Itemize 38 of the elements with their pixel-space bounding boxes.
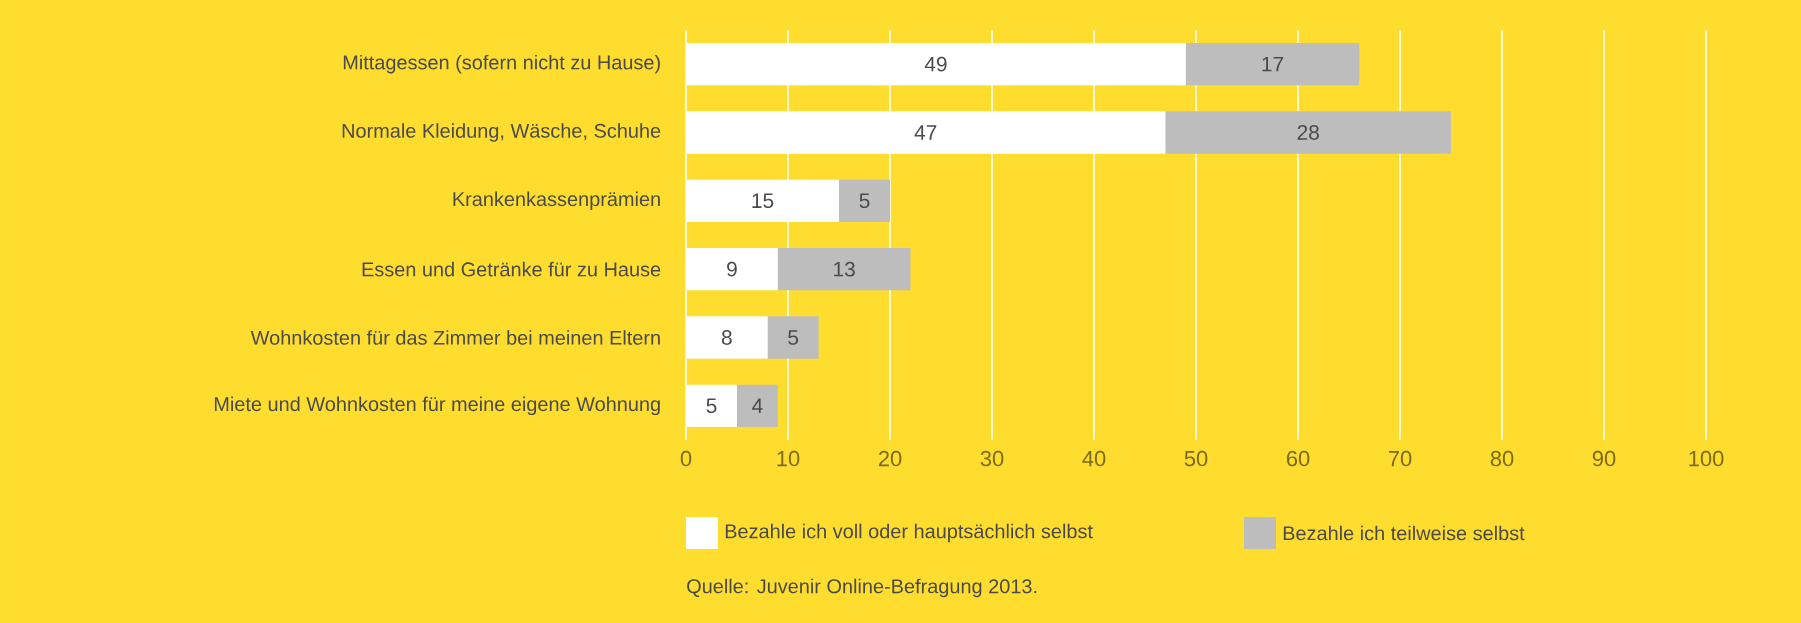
legend-label: Bezahle ich voll oder hauptsächlich selbst [725, 523, 1093, 543]
y-tick-label: Krankenkassenprämien [453, 191, 660, 211]
bar [1185, 42, 1360, 86]
x-tick-label: 20 [878, 450, 902, 467]
data-label: 49 [924, 56, 947, 72]
y-tick-label: Essen und Getränke für zu Hause [362, 261, 661, 277]
data-label: 5 [788, 330, 799, 345]
bar [737, 384, 778, 427]
data-label: 8 [721, 330, 732, 345]
x-tick-label: 90 [1592, 450, 1616, 467]
data-label: 5 [859, 193, 870, 209]
data-label: 9 [727, 261, 737, 277]
data-label: 4 [752, 398, 763, 414]
bar [1165, 111, 1452, 154]
x-tick-label: 50 [1184, 450, 1208, 467]
x-tick-label: 10 [777, 450, 800, 467]
legend-label: Bezahle ich teilweise selbst [1283, 525, 1525, 541]
y-tick-label: Mittagessen (sofern nicht zu Hause) [343, 54, 660, 74]
data-label: 5 [706, 398, 717, 414]
data-label: 28 [1297, 125, 1319, 140]
y-tick-label: Wohnkosten für das Zimmer bei meinen Eltern [250, 330, 660, 345]
data-label: 15 [752, 193, 774, 209]
y-tick-label: Normale Kleidung, Wäsche, Schuhe [342, 123, 661, 142]
bar [767, 316, 819, 359]
x-tick-label: 80 [1490, 450, 1514, 467]
source-note: Quelle: Juvenir Online-Befragung 2013. [687, 578, 1037, 598]
data-label: 47 [914, 125, 937, 140]
x-tick-label: 70 [1388, 450, 1412, 467]
bar [777, 247, 911, 291]
x-tick-label: 60 [1286, 450, 1310, 467]
data-label: 17 [1262, 56, 1284, 72]
y-tick-label: Miete und Wohnkosten für meine eigene Wohnung [214, 396, 660, 416]
x-tick-label: 40 [1082, 450, 1106, 467]
data-label: 13 [834, 261, 855, 277]
x-tick-label: 30 [980, 450, 1004, 467]
bar [839, 179, 891, 223]
x-tick-label: 100 [1689, 450, 1724, 467]
x-tick-label: 0 [680, 450, 692, 467]
